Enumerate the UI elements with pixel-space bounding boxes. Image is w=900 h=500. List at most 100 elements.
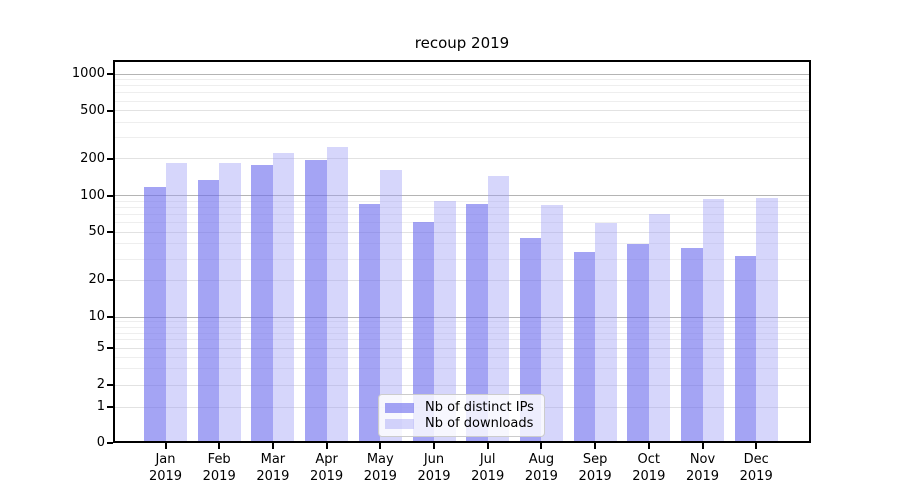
chart-title: recoup 2019 [414,34,510,52]
y-tick-label-1: 1 [96,399,105,414]
x-tick-label-jun: Jun 2019 [417,452,451,484]
y-tick-label-50: 50 [88,224,105,240]
y-tick-label-5: 5 [96,340,105,355]
bar-ips-apr [305,159,327,442]
x-tick-mark-oct [647,443,650,449]
gridline-y-300 [115,137,809,138]
gridline-y-3 [115,368,809,370]
bar-downloads-jul [487,175,510,442]
x-tick-mark-nov [701,443,704,449]
gridline-y-5 [115,347,809,349]
x-tick-mark-jan [164,443,167,449]
y-tick-label-20: 20 [88,272,105,288]
y-tick-label-10: 10 [88,309,105,324]
y-tick-mark-2 [107,384,113,386]
y-tick-mark-200 [107,157,113,160]
legend: Nb of distinct IPs Nb of downloads [378,394,545,437]
bar-ips-dec [734,255,757,442]
x-tick-mark-apr [325,443,328,449]
x-tick-label-aug: Aug 2019 [524,452,558,484]
y-tick-mark-500 [107,109,113,112]
x-tick-mark-may [379,443,382,449]
gridline-y-700 [115,92,809,94]
legend-label-distinct-ips: Nb of distinct IPs [425,400,534,415]
gridline-y-50 [115,231,809,233]
y-tick-mark-20 [107,279,113,282]
gridline-y-90 [115,200,809,202]
legend-item-distinct-ips: Nb of distinct IPs [385,400,538,416]
bar-downloads-dec [756,198,778,442]
x-tick-label-oct: Oct 2019 [632,452,666,484]
bar-ips-oct [627,243,649,442]
legend-swatch-downloads [385,419,414,429]
x-tick-mark-sep [594,443,597,449]
gridline-y-60 [115,222,809,223]
bar-ips-sep [573,252,596,442]
x-tick-label-sep: Sep 2019 [578,452,612,484]
x-tick-label-jul: Jul 2019 [471,452,505,484]
gridline-y-40 [115,243,809,245]
gridline-y-10 [115,316,809,318]
x-tick-label-mar: Mar 2019 [256,452,290,484]
bar-downloads-sep [595,222,617,442]
gridline-y-4 [115,356,809,358]
bar-downloads-may [380,169,402,442]
bar-ips-aug [519,237,542,442]
y-tick-mark-0 [107,441,113,444]
x-tick-label-may: May 2019 [363,452,397,484]
gridline-y-70 [115,213,809,215]
bar-downloads-jan [165,163,187,442]
y-tick-mark-1 [107,406,113,408]
gridline-y-900 [115,79,809,81]
bar-downloads-aug [541,204,563,442]
x-tick-label-dec: Dec 2019 [739,452,773,484]
x-tick-label-nov: Nov 2019 [685,452,720,484]
y-tick-label-200: 200 [80,150,105,166]
y-tick-mark-5 [107,347,113,349]
x-tick-mark-aug [540,443,543,449]
x-tick-mark-mar [271,443,274,449]
gridline-y-600 [115,100,809,102]
gridline-y-200 [115,158,809,160]
bar-downloads-nov [702,199,724,442]
y-tick-mark-100 [107,194,113,197]
bar-ips-mar [251,165,273,442]
legend-item-downloads: Nb of downloads [385,416,538,432]
bar-downloads-oct [648,214,671,442]
gridline-y-8 [115,326,809,328]
x-tick-mark-feb [218,443,221,449]
bar-ips-jan [144,186,166,442]
bar-ips-may [358,203,381,442]
bar-downloads-feb [219,163,241,442]
x-tick-label-feb: Feb 2019 [202,452,236,484]
bar-downloads-jun [434,200,456,442]
y-tick-label-0: 0 [96,434,105,450]
y-tick-mark-1000 [107,73,113,75]
gridline-y-30 [115,258,809,260]
y-tick-label-500: 500 [80,102,105,118]
gridline-y-500 [115,110,809,112]
gridline-y-100 [115,195,809,196]
y-tick-mark-50 [107,231,113,234]
bar-downloads-mar [272,152,295,442]
y-tick-label-2: 2 [96,377,105,392]
gridline-y-9 [115,321,809,323]
gridline-y-20 [115,279,809,281]
legend-label-downloads: Nb of downloads [425,416,534,431]
y-tick-label-100: 100 [80,187,105,203]
bar-ips-jun [412,221,434,442]
x-tick-mark-dec [755,443,758,449]
gridline-y-7 [115,332,809,334]
y-tick-mark-10 [107,316,113,318]
gridline-y-80 [115,206,809,208]
x-tick-label-jan: Jan 2019 [148,452,183,484]
bar-ips-feb [197,179,220,442]
bar-ips-nov [681,248,703,442]
bar-downloads-apr [326,147,349,442]
gridline-y-2 [115,384,809,386]
legend-swatch-distinct-ips [385,403,414,413]
bar-ips-jul [466,203,488,442]
x-tick-mark-jul [486,443,489,449]
